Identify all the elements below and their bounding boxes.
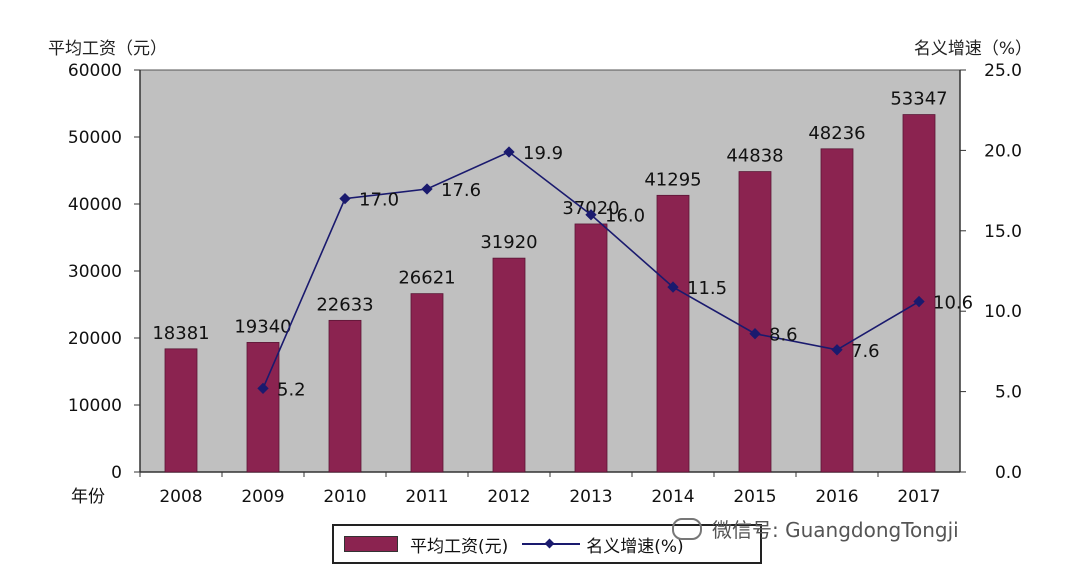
bar-value-label: 44838 — [726, 146, 783, 167]
right-tick-label: 5.0 — [995, 383, 1022, 403]
bar — [164, 348, 198, 473]
bar — [820, 148, 854, 473]
growth-value-label: 10.6 — [933, 293, 973, 314]
left-tick-label: 50000 — [68, 128, 122, 148]
bar — [902, 114, 936, 473]
bar — [328, 319, 362, 473]
growth-value-label: 16.0 — [605, 206, 645, 227]
growth-value-label: 8.6 — [769, 325, 798, 346]
growth-point — [831, 344, 843, 356]
growth-value-label: 7.6 — [851, 341, 880, 362]
bar — [574, 223, 608, 473]
bar-value-label: 18381 — [152, 323, 209, 344]
legend-bar-swatch — [344, 536, 398, 552]
bar — [656, 194, 690, 473]
growth-value-label: 5.2 — [277, 379, 306, 400]
left-tick-label: 40000 — [68, 195, 122, 215]
growth-value-label: 19.9 — [523, 143, 563, 164]
right-tick-label: 25.0 — [984, 61, 1022, 81]
x-tick-label: 2013 — [569, 487, 612, 507]
left-tick-label: 10000 — [68, 396, 122, 416]
left-tick-label: 30000 — [68, 262, 122, 282]
bar-value-label: 53347 — [890, 89, 947, 110]
right-axis-title: 名义增速（%） — [913, 39, 1032, 59]
growth-value-label: 11.5 — [687, 278, 727, 299]
bar — [738, 171, 772, 473]
left-tick-label: 60000 — [68, 61, 122, 81]
legend-bar-label: 平均工资(元) — [410, 536, 509, 557]
legend: 平均工资(元) 名义增速(%) — [332, 524, 762, 564]
left-tick-label: 20000 — [68, 329, 122, 349]
x-tick-label: 2011 — [405, 487, 448, 507]
growth-value-label: 17.0 — [359, 190, 399, 211]
growth-point — [585, 209, 597, 221]
bar-value-label: 26621 — [398, 268, 455, 289]
right-tick-label: 15.0 — [984, 222, 1022, 242]
x-tick-label: 2017 — [897, 487, 940, 507]
growth-point — [339, 192, 351, 205]
left-axis-title: 平均工资（元） — [48, 39, 167, 59]
watermark-text: 微信号: GuangdongTongji — [712, 518, 959, 542]
bar-value-label: 31920 — [480, 232, 537, 253]
x-tick-label: 2009 — [241, 487, 284, 507]
growth-value-label: 17.6 — [441, 180, 481, 201]
x-tick-label: 2012 — [487, 487, 530, 507]
x-tick-label: 2010 — [323, 487, 366, 507]
growth-point — [421, 183, 433, 195]
growth-point — [257, 382, 269, 395]
x-tick-label: 2015 — [733, 487, 776, 507]
growth-point — [913, 295, 925, 308]
x-tick-label: 2016 — [815, 487, 858, 507]
bar-value-label: 41295 — [644, 169, 701, 190]
wechat-icon — [672, 517, 702, 540]
x-tick-label: 2014 — [651, 487, 694, 507]
bar — [410, 293, 444, 473]
legend-line-marker — [522, 537, 581, 551]
bar-value-label: 48236 — [808, 123, 865, 144]
bar-value-label: 19340 — [234, 316, 291, 337]
growth-point — [667, 281, 679, 293]
right-tick-label: 0.0 — [995, 463, 1022, 483]
x-axis-prefix-label: 年份 — [71, 487, 105, 507]
right-tick-label: 10.0 — [984, 302, 1022, 322]
growth-point — [503, 146, 515, 158]
left-tick-label: 0 — [111, 463, 122, 483]
growth-point — [749, 328, 761, 340]
watermark: 微信号: GuangdongTongji — [672, 514, 959, 543]
bar — [492, 257, 526, 473]
x-tick-label: 2008 — [159, 487, 202, 507]
right-tick-label: 20.0 — [984, 141, 1022, 161]
legend-line-label: 名义增速(%) — [586, 536, 684, 557]
bar-value-label: 22633 — [316, 294, 373, 315]
